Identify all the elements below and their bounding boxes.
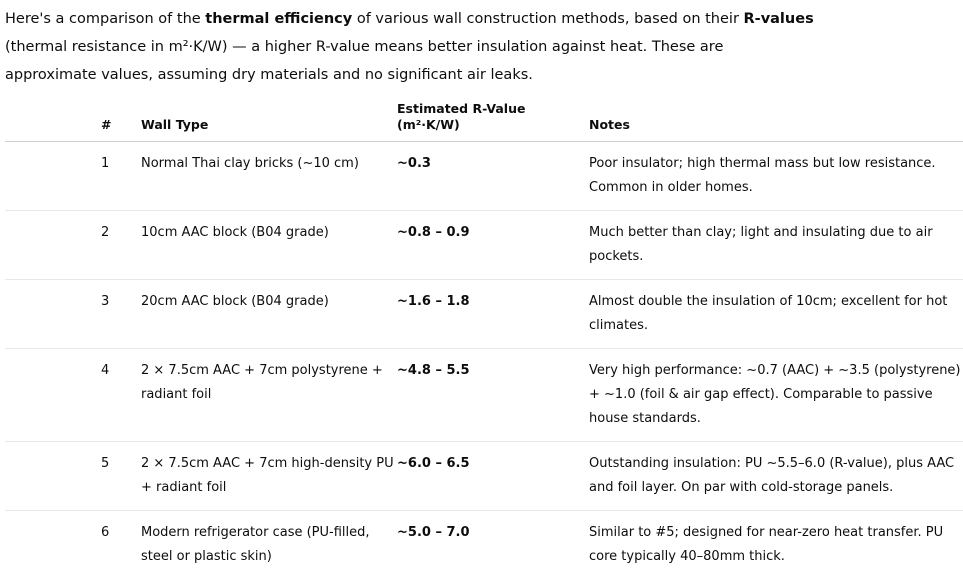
row-notes: Similar to #5; designed for near-zero he… (589, 511, 963, 579)
row-notes: Outstanding insulation: PU ~5.5–6.0 (R-v… (589, 442, 963, 511)
table-row: 2 10cm AAC block (B04 grade) ~0.8 – 0.9 … (5, 211, 963, 280)
r-value-table: # Wall Type Estimated R-Value(m²·K/W) No… (5, 95, 963, 579)
row-wall-type: Normal Thai clay bricks (~10 cm) (141, 142, 397, 211)
intro-bold-thermal-efficiency: thermal efficiency (205, 11, 352, 27)
row-number: 5 (5, 442, 141, 511)
header-number: # (5, 95, 141, 142)
intro-line-3: approximate values, assuming dry materia… (5, 61, 955, 89)
header-r-value-unit: (m²·K/W) (397, 117, 460, 132)
intro-line-2: (thermal resistance in m²·K/W) — a highe… (5, 33, 955, 61)
row-wall-type: Modern refrigerator case (PU-filled, ste… (141, 511, 397, 579)
table-row: 3 20cm AAC block (B04 grade) ~1.6 – 1.8 … (5, 280, 963, 349)
row-r-value: ~0.8 – 0.9 (397, 211, 589, 280)
row-wall-type: 2 × 7.5cm AAC + 7cm high-density PU + ra… (141, 442, 397, 511)
row-wall-type: 10cm AAC block (B04 grade) (141, 211, 397, 280)
row-wall-type: 2 × 7.5cm AAC + 7cm polystyrene + radian… (141, 349, 397, 442)
header-r-value-line1: Estimated R-Value (397, 101, 525, 116)
header-wall-type: Wall Type (141, 95, 397, 142)
intro-line-1: Here's a comparison of the thermal effic… (5, 5, 955, 33)
table-row: 1 Normal Thai clay bricks (~10 cm) ~0.3 … (5, 142, 963, 211)
header-r-value: Estimated R-Value(m²·K/W) (397, 95, 589, 142)
row-notes: Almost double the insulation of 10cm; ex… (589, 280, 963, 349)
row-r-value: ~5.0 – 7.0 (397, 511, 589, 579)
table-row: 4 2 × 7.5cm AAC + 7cm polystyrene + radi… (5, 349, 963, 442)
row-number: 2 (5, 211, 141, 280)
row-notes: Poor insulator; high thermal mass but lo… (589, 142, 963, 211)
header-notes: Notes (589, 95, 963, 142)
row-number: 6 (5, 511, 141, 579)
row-number: 3 (5, 280, 141, 349)
row-r-value: ~6.0 – 6.5 (397, 442, 589, 511)
table-header-row: # Wall Type Estimated R-Value(m²·K/W) No… (5, 95, 963, 142)
row-number: 1 (5, 142, 141, 211)
row-notes: Much better than clay; light and insulat… (589, 211, 963, 280)
row-number: 4 (5, 349, 141, 442)
intro-text: Here's a comparison of the (5, 11, 205, 27)
row-r-value: ~0.3 (397, 142, 589, 211)
intro-bold-r-values: R-values (744, 11, 814, 27)
row-wall-type: 20cm AAC block (B04 grade) (141, 280, 397, 349)
row-r-value: ~1.6 – 1.8 (397, 280, 589, 349)
row-notes: Very high performance: ~0.7 (AAC) + ~3.5… (589, 349, 963, 442)
intro-paragraph: Here's a comparison of the thermal effic… (5, 5, 955, 89)
intro-text: of various wall construction methods, ba… (352, 11, 743, 27)
table-row: 5 2 × 7.5cm AAC + 7cm high-density PU + … (5, 442, 963, 511)
table-row: 6 Modern refrigerator case (PU-filled, s… (5, 511, 963, 579)
row-r-value: ~4.8 – 5.5 (397, 349, 589, 442)
